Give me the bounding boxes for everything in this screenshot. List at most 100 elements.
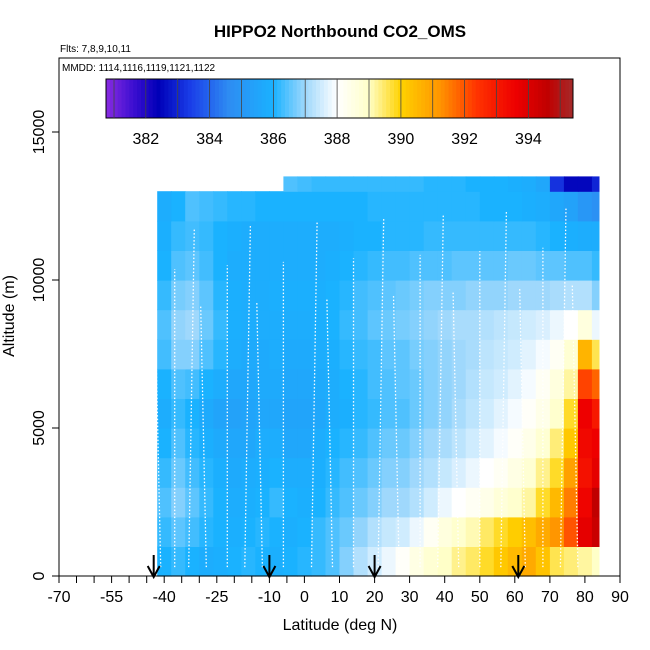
colorbar-swatch — [234, 79, 239, 118]
colorbar-swatch — [288, 79, 294, 118]
heatmap-cell — [311, 516, 327, 547]
heatmap-cell — [339, 309, 355, 340]
heatmap-cell — [185, 250, 200, 281]
colorbar-swatch — [518, 79, 523, 118]
heatmap-cell — [283, 339, 298, 370]
heatmap-cell — [353, 339, 369, 370]
colorbar-swatch — [269, 79, 274, 118]
colorbar-tick-label: 384 — [196, 131, 223, 148]
colorbar-swatch — [549, 79, 554, 118]
heatmap-cell — [339, 516, 355, 547]
heatmap-cell — [451, 368, 467, 399]
heatmap-cell — [577, 546, 593, 577]
heatmap-cell — [213, 457, 228, 488]
x-tick-label: 40 — [436, 589, 454, 606]
heatmap-cell — [381, 368, 397, 399]
heatmap-cell — [549, 428, 565, 459]
heatmap-cell — [171, 368, 186, 399]
heatmap-cell — [381, 176, 397, 192]
heatmap-cell — [311, 309, 327, 340]
colorbar-swatch — [359, 79, 364, 118]
heatmap-cell — [213, 398, 228, 429]
colorbar-swatch — [444, 79, 449, 118]
heatmap-cell — [157, 516, 172, 547]
heatmap-cell — [269, 191, 284, 222]
colorbar-swatch — [137, 79, 142, 118]
heatmap-cell — [577, 398, 593, 429]
heatmap-cell — [437, 516, 453, 547]
heatmap-cell — [227, 546, 242, 577]
heatmap-cell — [199, 487, 214, 518]
flights-label: Flts: 7,8,9,10,11 — [60, 44, 131, 55]
heatmap-cell — [577, 457, 593, 488]
heatmap-cell — [283, 280, 298, 311]
heatmap-cell — [311, 250, 327, 281]
colorbar-swatch — [448, 79, 453, 118]
colorbar-tick-label: 392 — [451, 131, 478, 148]
y-axis: 0 5000 10000 15000 — [31, 110, 59, 580]
heatmap-cell — [465, 339, 481, 370]
heatmap-cell — [381, 280, 397, 311]
heatmap-cell — [563, 309, 579, 340]
colorbar-swatch — [440, 79, 446, 118]
heatmap-layer — [157, 176, 600, 577]
heatmap-cell — [255, 250, 270, 281]
heatmap-cell — [171, 487, 186, 518]
heatmap-cell — [325, 339, 341, 370]
heatmap-cell — [409, 398, 425, 429]
heatmap-cell — [577, 339, 593, 370]
flight-profile — [326, 298, 334, 568]
colorbar-swatch — [397, 79, 403, 118]
heatmap-cell — [269, 457, 284, 488]
heatmap-cell — [325, 487, 341, 518]
heatmap-cell — [535, 191, 551, 222]
colorbar-swatch — [530, 79, 535, 118]
heatmap-cell — [241, 516, 256, 547]
heatmap-cell — [423, 220, 439, 251]
heatmap-cell — [423, 457, 439, 488]
heatmap-cell — [157, 220, 172, 251]
heatmap-cell — [269, 309, 284, 340]
heatmap-cell — [549, 309, 565, 340]
heatmap-cell — [409, 368, 425, 399]
colorbar-swatch — [308, 79, 313, 118]
heatmap-cell — [563, 516, 579, 547]
heatmap-cell — [157, 339, 172, 370]
colorbar-swatch — [246, 79, 251, 118]
heatmap-cell — [213, 220, 228, 251]
heatmap-cell — [171, 516, 186, 547]
heatmap-cell — [325, 457, 341, 488]
heatmap-cell — [241, 487, 256, 518]
heatmap-cell — [577, 250, 593, 281]
heatmap-cell — [269, 398, 284, 429]
heatmap-cell — [591, 250, 600, 281]
heatmap-cell — [255, 516, 270, 547]
heatmap-cell — [437, 309, 453, 340]
colorbar-swatch — [362, 79, 368, 118]
heatmap-cell — [339, 487, 355, 518]
heatmap-cell — [157, 191, 172, 222]
heatmap-cell — [563, 280, 579, 311]
heatmap-cell — [339, 250, 355, 281]
chart-title: HIPPO2 Northbound CO2_OMS — [214, 22, 466, 41]
heatmap-cell — [549, 220, 565, 251]
heatmap-cell — [227, 457, 242, 488]
heatmap-cell — [423, 250, 439, 281]
heatmap-cell — [311, 176, 327, 192]
heatmap-cell — [563, 398, 579, 429]
heatmap-cell — [507, 428, 523, 459]
heatmap-cell — [311, 428, 327, 459]
heatmap-cell — [577, 368, 593, 399]
heatmap-cell — [171, 309, 186, 340]
colorbar-swatch — [510, 79, 516, 118]
colorbar-swatch — [316, 79, 321, 118]
heatmap-cell — [367, 516, 383, 547]
heatmap-cell — [213, 487, 228, 518]
heatmap-cell — [241, 546, 256, 577]
colorbar-swatch — [292, 79, 298, 118]
flight-profile — [310, 221, 318, 568]
heatmap-cell — [241, 220, 256, 251]
colorbar-swatch — [557, 79, 562, 118]
heatmap-cell — [339, 398, 355, 429]
heatmap-cell — [255, 546, 270, 577]
